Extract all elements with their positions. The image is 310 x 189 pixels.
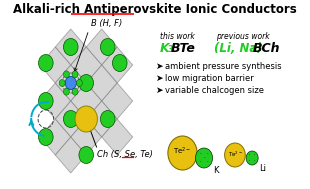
Text: ·: · (249, 159, 250, 163)
Polygon shape (40, 83, 71, 119)
Text: BTe: BTe (171, 42, 196, 55)
Circle shape (65, 77, 76, 90)
Text: B (H, F): B (H, F) (91, 19, 122, 28)
Text: K: K (160, 42, 170, 55)
Polygon shape (86, 65, 117, 101)
Circle shape (225, 143, 245, 167)
Polygon shape (55, 65, 86, 101)
Text: ·: · (254, 159, 255, 163)
Circle shape (195, 148, 213, 168)
Circle shape (72, 71, 78, 78)
Text: ·: · (254, 153, 255, 157)
Polygon shape (40, 119, 71, 155)
Circle shape (38, 129, 53, 146)
Text: ·: · (200, 160, 202, 164)
Circle shape (79, 74, 94, 91)
Text: Li: Li (259, 164, 266, 173)
Polygon shape (102, 47, 133, 83)
Polygon shape (40, 47, 71, 83)
Text: ➤: ➤ (156, 86, 163, 95)
Circle shape (64, 71, 69, 78)
Text: ·: · (206, 160, 208, 164)
Circle shape (38, 54, 53, 71)
Circle shape (75, 106, 97, 132)
Text: Alkali-rich Antiperovskite Ionic Conductors: Alkali-rich Antiperovskite Ionic Conduct… (13, 3, 297, 16)
Text: ·: · (200, 152, 202, 156)
Polygon shape (102, 119, 133, 155)
Circle shape (64, 111, 78, 128)
Polygon shape (71, 47, 102, 83)
Text: BCh: BCh (253, 42, 281, 55)
Text: 3: 3 (167, 45, 173, 54)
Circle shape (246, 151, 258, 165)
Polygon shape (71, 119, 102, 155)
Polygon shape (55, 137, 86, 173)
Circle shape (72, 88, 78, 95)
Circle shape (100, 111, 115, 128)
Polygon shape (55, 101, 86, 137)
Text: ➤: ➤ (156, 74, 163, 83)
Circle shape (79, 146, 94, 163)
Text: ambient pressure synthesis: ambient pressure synthesis (165, 62, 282, 71)
Polygon shape (55, 29, 86, 65)
Circle shape (38, 92, 53, 109)
Text: ·: · (203, 156, 205, 160)
Circle shape (64, 39, 78, 56)
Text: previous work: previous work (216, 32, 270, 41)
Circle shape (168, 136, 197, 170)
Text: ·: · (249, 153, 250, 157)
Polygon shape (71, 83, 102, 119)
Polygon shape (86, 101, 117, 137)
Text: (Li, Na): (Li, Na) (214, 42, 263, 55)
Text: Te$^{2-}$: Te$^{2-}$ (173, 145, 192, 157)
Circle shape (64, 88, 69, 95)
Text: ➤: ➤ (156, 62, 163, 71)
Text: variable chalcogen size: variable chalcogen size (165, 86, 264, 95)
Text: K: K (214, 166, 219, 175)
Circle shape (113, 54, 127, 71)
Circle shape (100, 39, 115, 56)
Polygon shape (86, 29, 117, 65)
Text: ·: · (206, 152, 208, 156)
Text: low migration barrier: low migration barrier (165, 74, 254, 83)
Text: Te$^{2-}$: Te$^{2-}$ (228, 149, 242, 159)
Circle shape (59, 80, 65, 87)
Polygon shape (102, 83, 133, 119)
Text: this work: this work (160, 32, 195, 41)
Circle shape (76, 80, 82, 87)
Text: Ch (S, Se, Te): Ch (S, Se, Te) (96, 150, 153, 159)
Text: 3: 3 (250, 45, 255, 54)
